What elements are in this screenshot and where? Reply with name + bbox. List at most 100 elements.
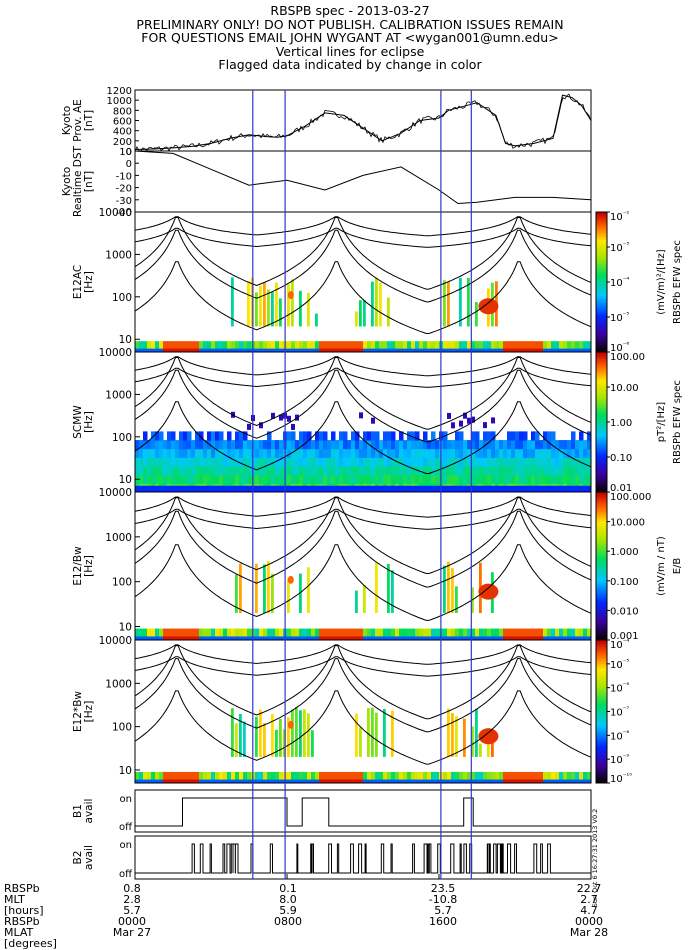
spec-cell [443, 466, 448, 476]
spec-cell [519, 457, 524, 467]
spec-cell [215, 628, 220, 640]
y-tick-label: 10 [119, 334, 132, 346]
spec-cell [287, 440, 292, 450]
y-tick-label: 1000 [105, 678, 132, 690]
spec-cell [375, 562, 378, 614]
spec-cell [395, 440, 400, 450]
spec-cell [559, 779, 564, 783]
spec-cell [559, 448, 564, 458]
spec-cell [319, 457, 324, 467]
spec-cell [423, 485, 428, 492]
spec-cell [187, 466, 192, 476]
colorbar-tick-label: 10⁻² [610, 210, 629, 223]
spec-cell [219, 779, 224, 783]
spec-cell [487, 348, 492, 352]
spec-cell [183, 440, 188, 450]
spec-cell [343, 636, 348, 640]
colorbar-step [596, 538, 607, 542]
colorbar-step [596, 387, 607, 390]
spec-cell [327, 341, 332, 352]
colorbar-step [596, 471, 607, 474]
spec-cell [267, 628, 272, 640]
spec-cell [459, 448, 464, 458]
model-curve [134, 261, 592, 334]
colorbar-step [596, 737, 607, 741]
spec-cell [559, 341, 564, 352]
spec-cell [315, 779, 320, 783]
spec-cell [287, 779, 292, 783]
spec-cell [511, 636, 516, 640]
spec-cell [539, 341, 544, 352]
colorbar-step [596, 744, 607, 748]
spec-cell [267, 561, 270, 614]
spec-cell [587, 474, 592, 484]
spec-cell [479, 466, 484, 476]
spec-cell [375, 440, 380, 450]
colorbar-step [596, 568, 607, 572]
spec-cell [211, 440, 216, 450]
spec-cell [211, 485, 216, 492]
spec-cell [327, 348, 332, 352]
colorbar-step [596, 585, 607, 589]
spec-cell [363, 348, 368, 352]
spec-cell [311, 485, 316, 492]
spec-cell [215, 466, 220, 476]
colorbar-step [596, 694, 607, 698]
spec-cell [255, 779, 260, 783]
spec-cell [167, 431, 172, 441]
spec-cell [495, 474, 500, 484]
spec-cell [587, 431, 592, 441]
spec-cell [307, 474, 312, 484]
spec-cell [311, 457, 316, 467]
spec-cell [527, 485, 532, 492]
spec-cell [371, 628, 376, 640]
spec-cell [455, 636, 460, 640]
spec-cell [335, 448, 340, 458]
y-tick-label: 1000 [107, 96, 132, 107]
spec-cell [527, 457, 532, 467]
spec-cell [339, 448, 344, 458]
spec-cell [379, 485, 384, 492]
spec-cell [467, 779, 472, 783]
spec-cell [299, 636, 304, 640]
spec-cell [531, 448, 536, 458]
spec-cell [563, 771, 568, 783]
spec-cell [175, 466, 180, 476]
spec-cell [259, 628, 264, 640]
spec-cell [391, 348, 396, 352]
spec-cell [503, 474, 508, 484]
spec-cell [535, 628, 540, 640]
spec-cell [455, 448, 460, 458]
y-tick-label: 400 [113, 127, 132, 138]
spec-cell [147, 348, 152, 352]
spec-cell [215, 779, 220, 783]
spec-cell [299, 573, 302, 614]
spec-cell [511, 348, 516, 352]
spec-cell [247, 423, 251, 430]
spec-cell [135, 448, 140, 458]
spec-cell [259, 709, 262, 757]
spec-cell [315, 628, 320, 640]
spec-cell [147, 474, 152, 484]
spec-cell [247, 474, 252, 484]
colorbar-step [596, 480, 607, 484]
colorbar-step [596, 725, 607, 729]
spec-cell [499, 771, 504, 783]
spec-cell [155, 771, 160, 783]
spectrogram [134, 644, 592, 783]
model-curve [134, 690, 592, 765]
spec-cell [359, 348, 364, 352]
spec-cell [295, 706, 298, 757]
colorbar-step [596, 663, 607, 667]
spec-cell [311, 474, 316, 484]
spec-cell [255, 771, 260, 783]
spec-cell [419, 779, 424, 783]
spec-cell [135, 466, 140, 476]
spec-cell [351, 485, 356, 492]
spec-cell [159, 771, 164, 783]
spec-cell [423, 457, 428, 467]
y-tick-label: 10000 [99, 487, 132, 499]
colorbar-step [596, 521, 607, 525]
colorbar-tick-label: 100.00 [610, 352, 645, 363]
colorbar-step [596, 312, 607, 316]
